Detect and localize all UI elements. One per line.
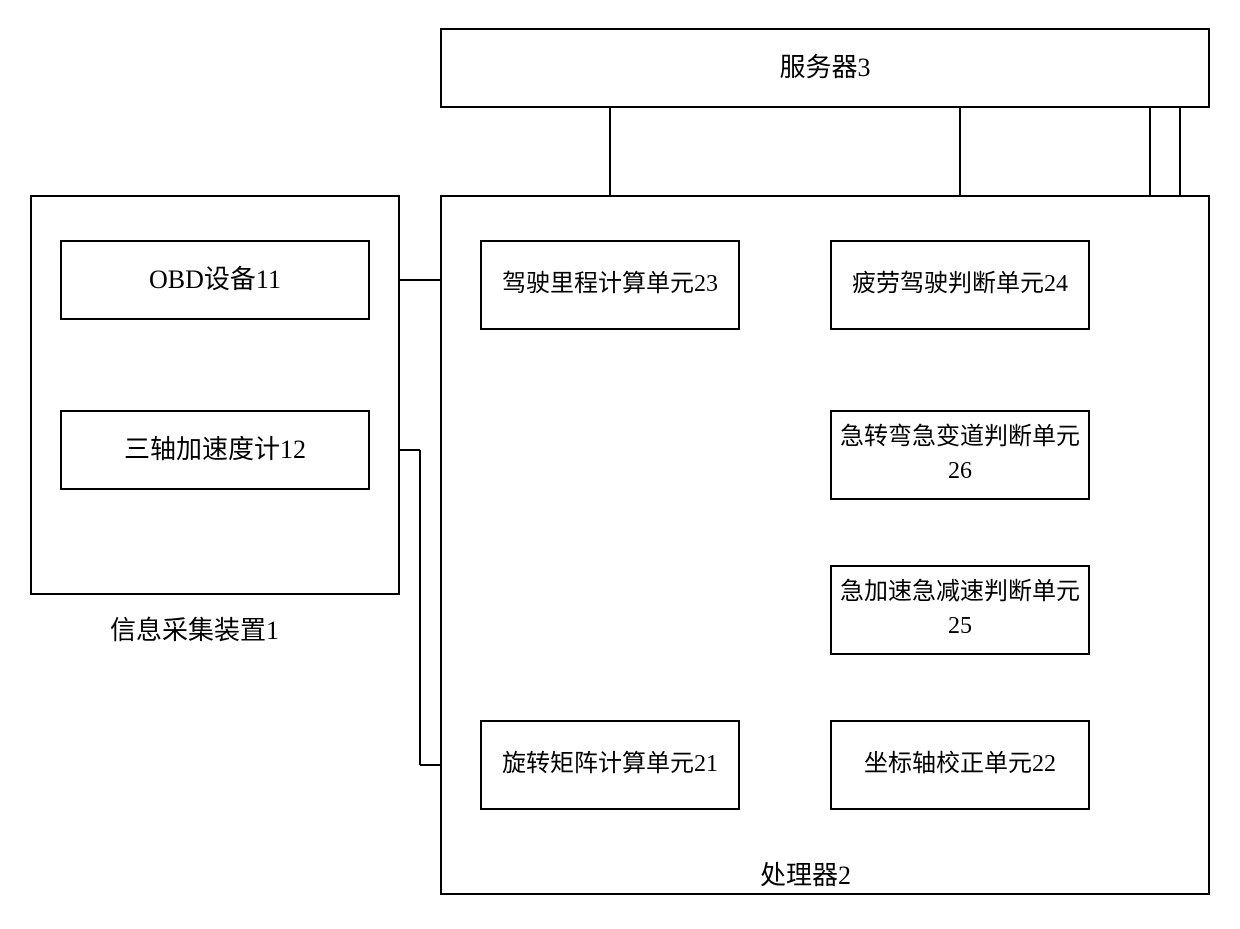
node-accel-label: 三轴加速度计12 [124, 432, 306, 468]
collector-label: 信息采集装置1 [110, 610, 279, 647]
node-u21: 旋转矩阵计算单元21 [480, 720, 740, 810]
node-server: 服务器3 [440, 28, 1210, 108]
node-u25-label: 急加速急减速判断单元25 [832, 576, 1088, 643]
node-u24: 疲劳驾驶判断单元24 [830, 240, 1090, 330]
node-obd: OBD设备11 [60, 240, 370, 320]
processor-label: 处理器2 [760, 855, 851, 892]
node-u23: 驾驶里程计算单元23 [480, 240, 740, 330]
processor-label-text: 处理器2 [760, 861, 851, 890]
node-u21-label: 旋转矩阵计算单元21 [502, 748, 718, 782]
node-obd-label: OBD设备11 [149, 262, 281, 298]
collector-label-text: 信息采集装置1 [110, 616, 279, 645]
node-u23-label: 驾驶里程计算单元23 [502, 268, 718, 302]
diagram-canvas: 服务器3 信息采集装置1 OBD设备11 三轴加速度计12 处理器2 驾驶里程计… [0, 0, 1240, 929]
node-u22: 坐标轴校正单元22 [830, 720, 1090, 810]
node-u26: 急转弯急变道判断单元26 [830, 410, 1090, 500]
node-u25: 急加速急减速判断单元25 [830, 565, 1090, 655]
node-u26-label: 急转弯急变道判断单元26 [832, 421, 1088, 488]
node-server-label: 服务器3 [779, 50, 870, 86]
node-u24-label: 疲劳驾驶判断单元24 [852, 268, 1068, 302]
node-u22-label: 坐标轴校正单元22 [864, 748, 1056, 782]
node-accelerometer: 三轴加速度计12 [60, 410, 370, 490]
